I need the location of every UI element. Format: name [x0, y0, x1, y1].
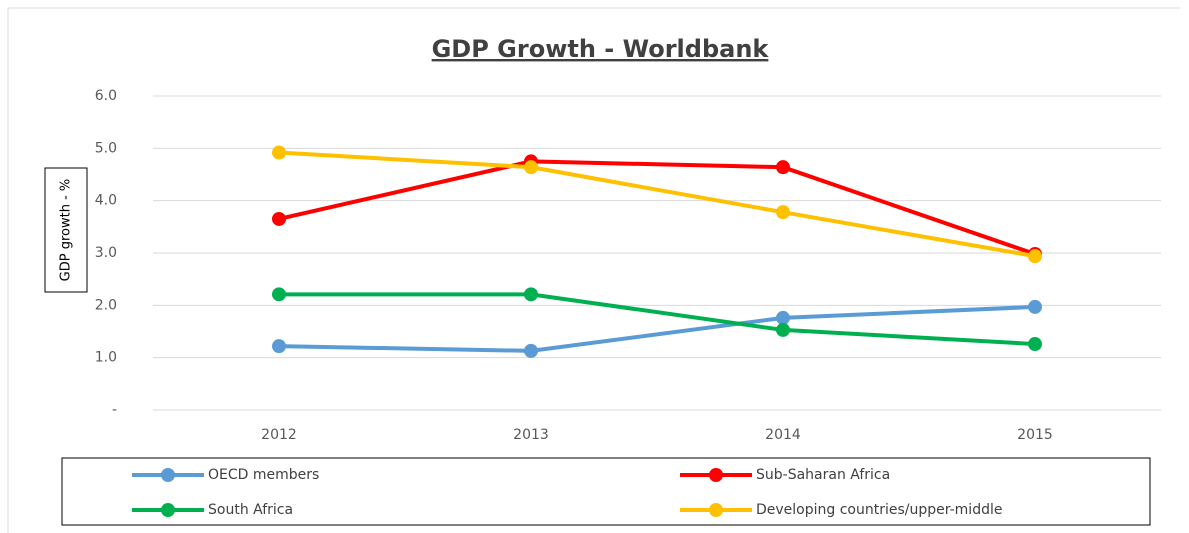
data-point: [272, 211, 286, 226]
y-label-box: [44, 167, 88, 293]
x-tick-label: 2014: [765, 427, 801, 443]
data-point: [776, 160, 790, 175]
legend-marker: [709, 503, 723, 517]
series-line: [278, 150, 1036, 259]
y-tick-label: 1.0: [95, 350, 117, 366]
data-point: [272, 287, 286, 302]
data-point: [272, 339, 286, 354]
data-point: [776, 205, 790, 220]
y-tick-label: -: [112, 402, 117, 418]
y-axis-label: GDP growth - %: [59, 179, 74, 282]
legend-marker: [161, 468, 175, 482]
x-tick-label: 2013: [513, 427, 549, 443]
legend-label: OECD members: [208, 467, 319, 483]
legend-marker: [161, 503, 175, 517]
y-tick-label: 3.0: [95, 245, 117, 261]
data-point: [776, 310, 790, 325]
y-tick-label: 2.0: [95, 297, 117, 313]
legend-marker: [709, 468, 723, 482]
legend-label: South Africa: [208, 502, 293, 518]
legend-label: Developing countries/upper-middle: [756, 502, 1002, 518]
y-tick-label: 5.0: [95, 140, 117, 156]
legend-box: [61, 457, 1151, 526]
series-line: [279, 292, 1036, 347]
data-point: [272, 145, 286, 160]
series-line: [278, 304, 1036, 353]
data-point: [1028, 337, 1042, 352]
data-point: [776, 322, 790, 337]
data-point: [524, 343, 538, 358]
data-point: [1028, 249, 1042, 264]
x-tick-label: 2012: [261, 427, 297, 443]
x-tick-label: 2015: [1017, 427, 1053, 443]
data-point: [524, 160, 538, 175]
series-line: [278, 159, 1036, 256]
y-tick-label: 4.0: [95, 193, 117, 209]
chart-title: GDP Growth - Worldbank: [432, 35, 770, 63]
legend-label: Sub-Saharan Africa: [756, 467, 890, 483]
y-tick-label: 6.0: [95, 88, 117, 104]
data-point: [524, 287, 538, 302]
data-point: [1028, 299, 1042, 314]
